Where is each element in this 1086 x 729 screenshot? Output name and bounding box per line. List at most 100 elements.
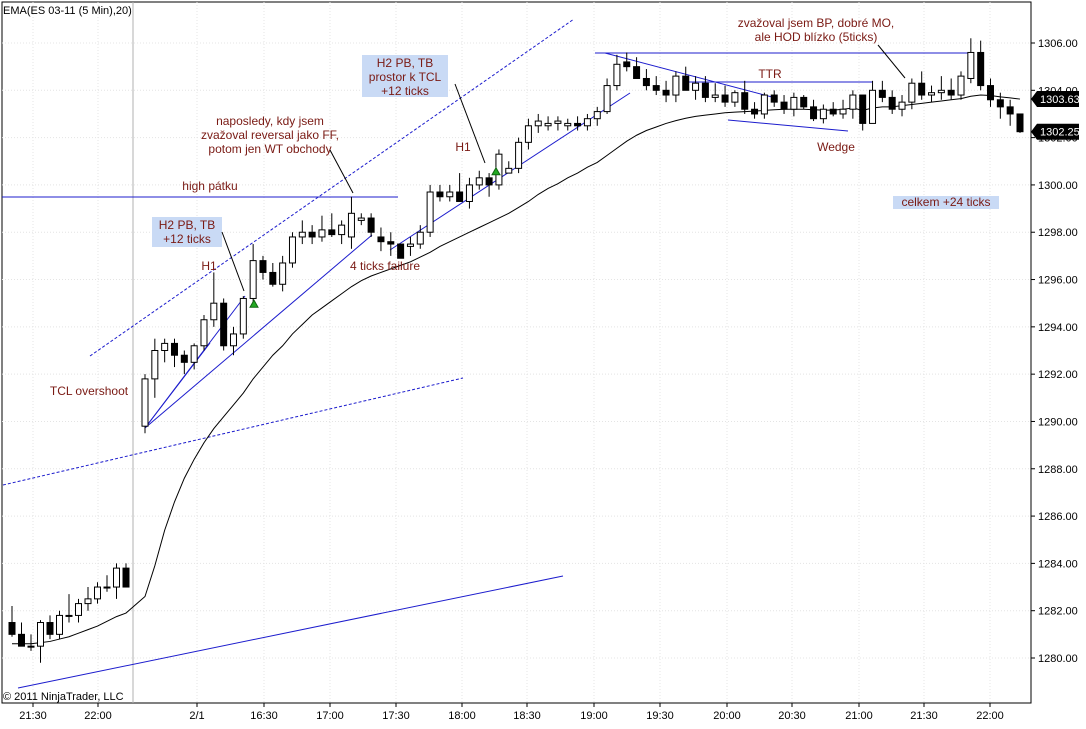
- x-tick-label: 21:30: [19, 710, 47, 722]
- y-tick-label: 1292.00: [1038, 369, 1078, 381]
- candle: [829, 102, 837, 117]
- candle: [426, 184, 434, 237]
- candle-body-up: [534, 120, 542, 127]
- candle-body-down: [259, 260, 267, 273]
- candle: [593, 106, 601, 126]
- annotation-bp-line2: ale HOD blízko (5ticks): [755, 30, 878, 44]
- annotation-h2-second-line1: H2 PB, TB: [377, 56, 433, 70]
- candle-body-up: [210, 302, 218, 321]
- candle-body-up: [593, 111, 601, 120]
- candle: [652, 76, 660, 96]
- candle-body-down: [436, 191, 444, 198]
- price-badge-label: 1302.25: [1040, 127, 1080, 139]
- candle-body-up: [151, 350, 159, 380]
- chart-title: EMA(ES 03-11 (5 Min),20): [3, 5, 132, 17]
- candle: [839, 99, 847, 119]
- candle: [996, 92, 1004, 119]
- annotation-tcl-overshoot: TCL overshoot: [50, 384, 129, 398]
- axes: 1306.001304.001302.001300.001298.001296.…: [19, 38, 1080, 722]
- y-tick-label: 1296.00: [1038, 275, 1078, 287]
- candle-body-down: [397, 243, 405, 259]
- candle-body-up: [288, 236, 296, 264]
- annotation-wedge: Wedge: [817, 140, 855, 154]
- candle-body-up: [357, 217, 365, 221]
- candle: [859, 94, 867, 131]
- candle: [849, 90, 857, 119]
- candle-body-down: [701, 82, 709, 98]
- candle: [377, 227, 385, 252]
- y-tick-label: 1294.00: [1038, 322, 1078, 334]
- candle: [928, 85, 936, 103]
- candle: [367, 213, 375, 237]
- y-tick-label: 1286.00: [1038, 511, 1078, 523]
- candle: [46, 615, 54, 640]
- annotation-h2-first-line2: +12 ticks: [163, 232, 211, 246]
- candle: [800, 95, 808, 110]
- annotation-celkem: celkem +24 ticks: [901, 195, 990, 209]
- annotation-h2-second-line3: +12 ticks: [381, 84, 429, 98]
- candle-body-up: [898, 101, 906, 110]
- candle-body-down: [810, 106, 818, 120]
- candle-body-up: [839, 108, 847, 115]
- y-tick-label: 1282.00: [1038, 606, 1078, 618]
- annotation-ttr: TTR: [758, 67, 782, 81]
- candle-body-up: [113, 567, 120, 588]
- candle-body-down: [170, 342, 178, 356]
- candle-body-down: [977, 51, 985, 87]
- candle-body-up: [692, 82, 700, 91]
- candle: [18, 622, 25, 647]
- candle: [239, 296, 247, 339]
- candle: [937, 76, 945, 100]
- candle: [918, 71, 926, 100]
- candle-body-up: [200, 319, 208, 347]
- candle-body-up: [84, 598, 92, 605]
- trend-line-3: [144, 234, 373, 429]
- candle: [751, 102, 759, 119]
- annotation-naposledy-line2: zvažoval reversal jako FF,: [201, 128, 339, 142]
- candle-body-down: [1006, 106, 1014, 115]
- candle-body-up: [65, 614, 73, 617]
- candle-body-up: [141, 378, 149, 427]
- annotation-h2-second-line2: prostor k TCL: [369, 70, 442, 84]
- candle-body-down: [269, 271, 277, 285]
- candle: [27, 634, 35, 651]
- candle: [37, 620, 44, 663]
- candle-body-down: [751, 108, 759, 115]
- candle: [682, 66, 690, 91]
- candle: [701, 76, 709, 103]
- candle-body-down: [721, 94, 729, 103]
- candle: [534, 113, 542, 133]
- candle: [790, 92, 798, 117]
- annotation-h1-second: H1: [455, 140, 471, 154]
- candle-body-up: [967, 51, 975, 79]
- candle-body-up: [613, 63, 621, 87]
- y-tick-label: 1300.00: [1038, 180, 1078, 192]
- candle-body-up: [27, 645, 35, 648]
- candle-body-down: [770, 94, 778, 103]
- annotation-bp-line1: zvažoval jsem BP, dobré MO,: [738, 16, 895, 30]
- candle: [416, 225, 424, 249]
- x-tick-label: 21:00: [845, 710, 873, 722]
- candle: [446, 184, 454, 202]
- candle-body-up: [957, 75, 965, 96]
- candle-body-down: [328, 229, 336, 236]
- candle-body-up: [229, 333, 237, 347]
- candle: [505, 161, 513, 174]
- candle-body-up: [406, 243, 414, 247]
- candle-body-up: [731, 92, 739, 103]
- candle-body-up: [446, 191, 454, 198]
- candle: [564, 118, 572, 131]
- candle: [397, 243, 405, 259]
- x-tick-label: 22:00: [976, 710, 1004, 722]
- candle: [84, 587, 92, 611]
- candle-body-down: [367, 217, 375, 233]
- candle: [898, 95, 906, 117]
- ema-polyline: [12, 94, 1021, 645]
- candle-body-up: [544, 122, 552, 127]
- candle: [583, 113, 591, 131]
- y-tick-label: 1288.00: [1038, 464, 1078, 476]
- copyright: © 2011 NinjaTrader, LLC: [3, 691, 124, 703]
- entry-arrow-icon: [491, 166, 501, 176]
- candle: [288, 232, 296, 268]
